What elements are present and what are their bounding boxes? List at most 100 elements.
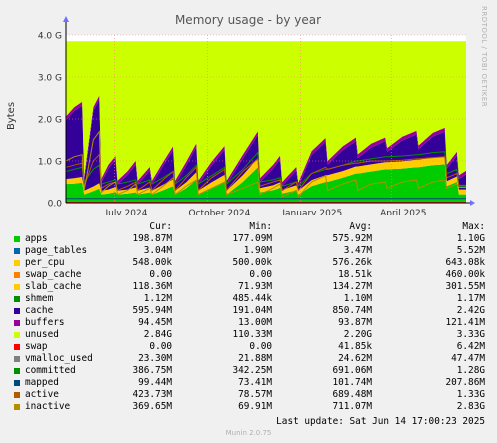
area-cache [66,99,466,191]
legend-min: 78.57M [238,389,272,400]
legend-swatch [14,368,20,374]
legend-swatch [14,272,20,278]
legend-cur: 23.30M [138,353,172,364]
legend-swatch [14,296,20,302]
legend-min: 0.00 [249,269,272,280]
legend-cur: 0.00 [149,341,172,352]
y-tick-label: 0.0 [48,200,63,210]
legend-cur: 423.73M [132,389,172,400]
area-unused [66,41,466,183]
x-tick-label: October 2024 [189,209,251,215]
legend-max: 1.10G [456,233,485,244]
legend-name: inactive [25,401,71,412]
legend-cur: 0.00 [149,269,172,280]
legend-row-swap: swap 0.00 0.00 41.85k 6.42M [0,341,497,353]
legend-min: 485.44k [232,293,272,304]
x-tick-label: April 2025 [380,209,426,215]
legend-min: 500.00k [232,257,272,268]
legend-avg: 689.48M [332,389,372,400]
legend-swatch [14,320,20,326]
legend-row-swap-cache: swap_cache 0.00 0.00 18.51k 460.00k [0,269,497,281]
legend-avg: 2.20G [343,329,372,340]
legend-max: 47.47M [451,353,485,364]
legend-header-max: Max: [462,221,485,232]
grid-lines [66,34,466,203]
legend-name: committed [25,365,76,376]
legend-row-apps: apps 198.87M 177.09M 575.92M 1.10G [0,233,497,245]
legend-swatch [14,380,20,386]
legend-min: 110.33M [232,329,272,340]
area-apps [66,164,466,203]
legend-avg: 134.27M [332,281,372,292]
stacked-areas [66,41,466,203]
y-axis-label: Bytes [6,102,17,130]
legend-row-mapped: mapped 99.44M 73.41M 101.74M 207.86M [0,377,497,389]
legend-name: apps [25,233,48,244]
legend-row-per-cpu: per_cpu 548.00k 500.00k 576.26k 643.08k [0,257,497,269]
legend-cur: 386.75M [132,365,172,376]
legend-name: cache [25,305,54,316]
rrdtool-credit: RRDTOOL / TOBI OETIKER [480,6,488,108]
legend-avg: 691.06M [332,365,372,376]
legend-swatch [14,356,20,362]
legend-name: vmalloc_used [25,353,93,364]
legend-max: 207.86M [445,377,485,388]
legend-cur: 94.45M [138,317,172,328]
legend-header: Cur: Min: Avg: Max: [0,221,497,233]
legend-avg: 576.26k [332,257,372,268]
y-tick-label: 3.0 G [38,74,62,84]
legend-max: 301.55M [445,281,485,292]
legend-cur: 118.36M [132,281,172,292]
legend-name: swap_cache [25,269,82,280]
legend-avg: 18.51k [338,269,372,280]
x-axis-ticks: July 2024 October 2024 January 2025 April 2… [105,209,427,215]
legend-cur: 595.94M [132,305,172,316]
legend-swatch [14,260,20,266]
legend-name: unused [25,329,59,340]
legend-avg: 575.92M [332,233,372,244]
legend-row-unused: unused 2.84G 110.33M 2.20G 3.33G [0,329,497,341]
legend-row-slab-cache: slab_cache 118.36M 71.93M 134.27M 301.55M [0,281,497,293]
legend-max: 2.83G [456,401,485,412]
y-axis-ticks: 0.0 1.0 G 2.0 G 3.0 G 4.0 G [38,32,62,210]
line-inactive [65,130,466,198]
legend-max: 460.00k [445,269,485,280]
legend-min: 21.88M [238,353,272,364]
legend-swatch [14,332,20,338]
legend-header-min: Min: [249,221,272,232]
legend-min: 1.90M [243,245,272,256]
y-axis-arrow-icon [63,16,69,22]
legend-min: 69.91M [238,401,272,412]
legend-min: 177.09M [232,233,272,244]
legend-min: 13.00M [238,317,272,328]
legend-max: 6.42M [456,341,485,352]
legend-min: 191.04M [232,305,272,316]
legend-swatch [14,344,20,350]
legend-min: 342.25M [232,365,272,376]
legend-row-cache: cache 595.94M 191.04M 850.74M 2.42G [0,305,497,317]
legend-max: 3.33G [456,329,485,340]
legend-name: buffers [25,317,65,328]
legend-max: 2.42G [456,305,485,316]
line-committed [65,151,466,188]
legend-avg: 711.07M [332,401,372,412]
area-slab-cache [66,156,466,195]
legend-name: swap [25,341,48,352]
legend-swatch [14,236,20,242]
legend-max: 121.41M [445,317,485,328]
chart-title: Memory usage - by year [175,13,321,27]
legend-cur: 99.44M [138,377,172,388]
legend-avg: 3.47M [343,245,372,256]
y-tick-label: 4.0 G [38,32,62,42]
legend-header-cur: Cur: [149,221,172,232]
legend-avg: 93.87M [338,317,372,328]
legend-min: 71.93M [238,281,272,292]
legend-name: page_tables [25,245,88,256]
legend-max: 643.08k [445,257,485,268]
legend-swatch [14,404,20,410]
legend-min: 0.00 [249,341,272,352]
y-tick-label: 2.0 G [38,116,62,126]
legend-min: 73.41M [238,377,272,388]
legend-name: mapped [25,377,59,388]
legend-avg: 24.62M [338,353,372,364]
